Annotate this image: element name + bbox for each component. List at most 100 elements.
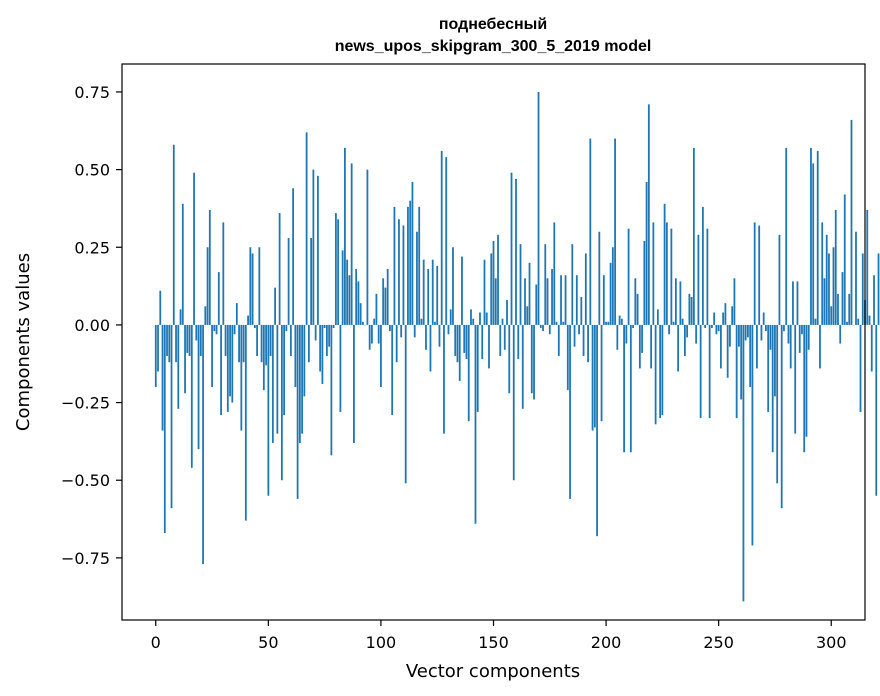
bar-component-300 <box>830 306 833 325</box>
bar-component-253 <box>724 303 727 325</box>
bar-component-210 <box>627 228 630 325</box>
bar-component-92 <box>362 321 364 325</box>
bar-component-155 <box>503 324 506 350</box>
bar-component-96 <box>371 324 373 344</box>
bar-component-298 <box>825 234 828 325</box>
y-axis-label: Components values <box>13 253 34 431</box>
bar-component-94 <box>366 169 369 325</box>
bar-component-212 <box>632 324 634 329</box>
bar-component-189 <box>580 296 583 325</box>
y-tick-label-5: −0.50 <box>61 471 110 490</box>
bar-component-308 <box>848 293 851 325</box>
bar-component-223 <box>656 309 659 325</box>
bar-component-147 <box>485 312 488 325</box>
bar-component-265 <box>751 324 754 546</box>
bar-component-130 <box>447 324 450 335</box>
bar-component-41 <box>247 315 249 325</box>
bar-component-193 <box>589 138 592 325</box>
bar-component-283 <box>792 281 794 325</box>
bar-component-146 <box>483 259 486 325</box>
bar-component-100 <box>380 324 382 388</box>
bar-component-209 <box>625 324 628 344</box>
bar-component-86 <box>348 275 351 325</box>
bar-component-317 <box>868 315 871 325</box>
bar-component-262 <box>744 324 747 341</box>
bar-component-259 <box>738 324 740 347</box>
bar-component-200 <box>605 321 607 325</box>
bar-component-90 <box>357 281 360 325</box>
bar-component-104 <box>389 324 391 332</box>
bar-component-114 <box>411 182 414 325</box>
bar-component-190 <box>582 324 585 356</box>
bar-component-12 <box>181 203 184 325</box>
bar-component-242 <box>699 324 702 419</box>
bar-component-59 <box>287 237 290 325</box>
bar-component-6 <box>168 324 171 363</box>
bar-component-249 <box>715 324 718 335</box>
bar-component-46 <box>258 247 261 325</box>
bar-component-40 <box>244 324 247 521</box>
bar-component-28 <box>217 272 220 325</box>
bar-component-304 <box>839 324 842 344</box>
bar-component-80 <box>334 213 337 325</box>
bar-component-199 <box>602 275 605 325</box>
bar-component-216 <box>641 324 643 353</box>
bar-component-225 <box>661 324 664 415</box>
bar-component-281 <box>787 324 790 344</box>
bar-component-166 <box>528 262 531 325</box>
bar-component-257 <box>733 278 736 325</box>
bar-component-121 <box>427 269 430 325</box>
bar-component-276 <box>776 324 779 484</box>
bar-component-219 <box>647 104 650 325</box>
bar-component-133 <box>454 324 457 356</box>
bar-component-138 <box>465 324 468 360</box>
y-axis-ticks: 0.75 0.50 0.25 0.00 −0.25 −0.50 −0.75 <box>61 83 122 568</box>
bar-component-181 <box>562 321 565 325</box>
bar-component-157 <box>508 324 511 394</box>
bar-component-141 <box>472 318 475 325</box>
bar-component-286 <box>798 324 801 353</box>
bar-component-153 <box>499 324 502 356</box>
bar-component-5 <box>166 324 168 356</box>
bar-component-168 <box>533 324 535 400</box>
bar-component-69 <box>310 237 313 325</box>
bar-component-169 <box>535 284 538 325</box>
bar-component-29 <box>220 324 222 415</box>
bar-component-82 <box>339 324 342 412</box>
bar-component-62 <box>294 324 297 388</box>
bar-component-224 <box>659 324 662 419</box>
bar-component-243 <box>701 206 704 325</box>
bar-component-183 <box>566 324 569 391</box>
bar-component-150 <box>492 241 495 325</box>
bar-component-34 <box>231 324 234 403</box>
bar-component-196 <box>596 324 598 537</box>
bar-component-204 <box>614 138 616 325</box>
x-tick-label-150: 150 <box>478 633 509 652</box>
bar-component-136 <box>461 256 463 325</box>
bar-component-287 <box>801 324 803 335</box>
bar-component-18 <box>195 324 198 341</box>
bar-component-316 <box>866 209 869 325</box>
bar-component-314 <box>861 253 864 325</box>
bar-component-119 <box>422 259 425 325</box>
bar-component-42 <box>249 247 252 325</box>
bar-component-233 <box>679 281 682 325</box>
bar-component-297 <box>823 278 826 325</box>
bar-component-175 <box>548 324 551 335</box>
bar-component-13 <box>184 324 186 394</box>
bar-component-31 <box>224 324 227 356</box>
bar-component-116 <box>416 231 418 325</box>
bar-component-148 <box>488 324 490 369</box>
bar-component-106 <box>393 206 396 325</box>
bar-component-108 <box>398 219 400 325</box>
bar-component-289 <box>805 324 808 437</box>
bar-component-160 <box>515 178 517 325</box>
bar-component-64 <box>298 324 301 443</box>
bar-component-178 <box>555 321 558 325</box>
bar-component-50 <box>267 324 270 496</box>
y-tick-label-4: −0.25 <box>61 394 110 413</box>
bar-component-32 <box>226 324 229 412</box>
bar-component-284 <box>794 324 797 434</box>
bar-component-306 <box>843 194 846 325</box>
bar-component-87 <box>350 163 353 325</box>
